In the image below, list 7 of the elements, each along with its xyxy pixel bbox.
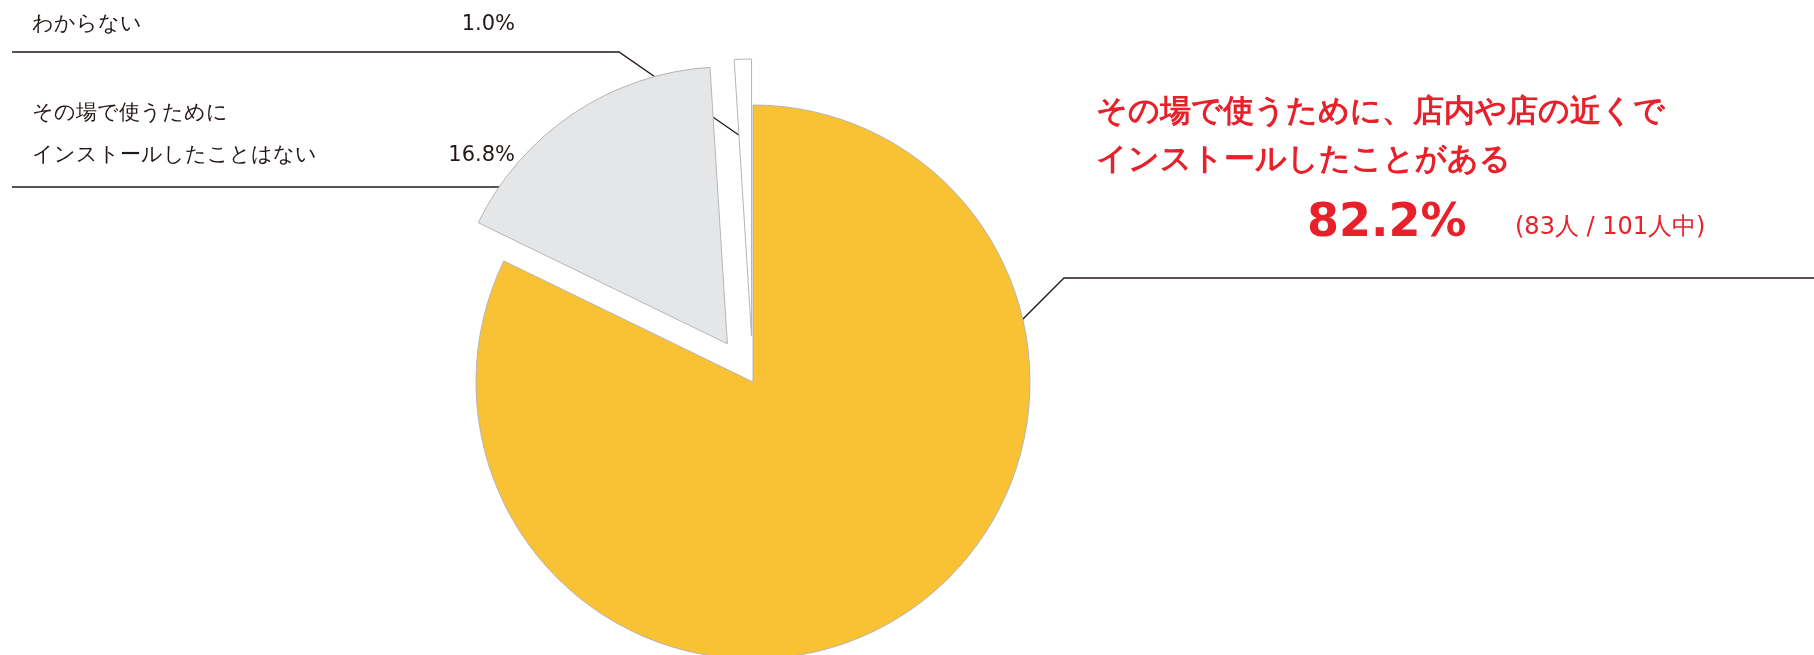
slice-label: その場で使うためにインストールしたことはない: [32, 100, 317, 166]
slice-label: その場で使うために、店内や店の近くでインストールしたことがある: [1096, 92, 1666, 176]
data-label: 1.0%: [461, 11, 515, 35]
data-label: 82.2%: [1307, 193, 1467, 247]
data-label: 16.8%: [448, 142, 515, 166]
text: (83人 / 101人中): [1515, 212, 1706, 240]
slice-label: わからない: [32, 11, 142, 35]
